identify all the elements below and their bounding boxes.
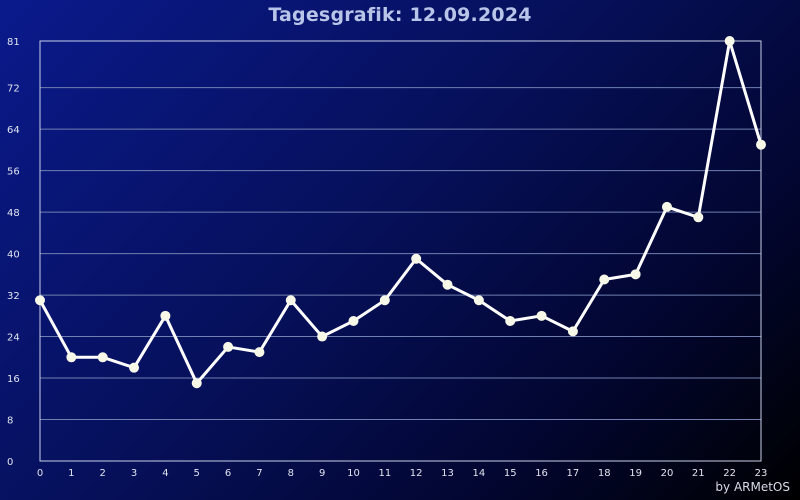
data-point [160, 310, 171, 321]
y-tick-label: 32 [7, 291, 20, 302]
y-tick-label: 64 [7, 125, 20, 136]
data-point [411, 253, 422, 264]
data-point [505, 316, 516, 326]
data-point [661, 201, 672, 212]
y-tick-label: 8 [7, 416, 13, 427]
data-point [223, 341, 234, 352]
x-tick-label: 5 [194, 468, 200, 479]
data-point [97, 352, 108, 363]
series-group [35, 36, 766, 389]
x-tick-labels: 0 1 2 3 4 5 6 7 8 9 10 11 12 13 14 15 16 17 18 19 20 21 22 23 [37, 468, 768, 479]
data-point [254, 347, 265, 358]
data-point [442, 279, 453, 290]
data-point [191, 378, 202, 389]
x-tick-label: 6 [225, 468, 231, 479]
x-tick-label: 20 [661, 468, 674, 479]
data-point [567, 326, 578, 337]
x-tick-label: 21 [692, 468, 705, 479]
x-tick-label: 15 [504, 468, 517, 479]
series-line [38, 39, 763, 385]
x-tick-label: 0 [37, 468, 43, 479]
data-point [630, 269, 641, 280]
x-tick-label: 22 [723, 468, 736, 479]
data-point [317, 331, 328, 342]
data-point [379, 295, 390, 306]
data-point [35, 295, 45, 306]
x-tick-label: 4 [162, 468, 168, 479]
axes [39, 40, 762, 462]
data-point [756, 139, 766, 150]
credit-label: by ARMetOS [715, 480, 790, 494]
x-tick-label: 17 [567, 468, 580, 479]
data-point [129, 362, 140, 373]
x-tick-label: 19 [629, 468, 642, 479]
data-point [66, 352, 77, 363]
x-tick-label: 23 [755, 468, 768, 479]
y-tick-label: 40 [7, 250, 20, 261]
plot-frame [39, 40, 762, 462]
x-tick-label: 7 [256, 468, 262, 479]
data-point [536, 310, 547, 321]
y-tick-label: 16 [7, 374, 20, 385]
grid-lines [40, 87, 761, 421]
data-point [724, 36, 735, 46]
x-tick-label: 14 [473, 468, 486, 479]
x-tick-label: 8 [288, 468, 294, 479]
x-tick-label: 3 [131, 468, 137, 479]
data-point [348, 316, 359, 326]
y-tick-label: 48 [7, 208, 20, 219]
chart-title: Tagesgrafik: 12.09.2024 [268, 4, 532, 26]
x-tick-label: 18 [598, 468, 611, 479]
y-tick-label: 81 [7, 37, 20, 48]
y-tick-label: 0 [7, 457, 13, 468]
y-tick-label: 56 [7, 167, 20, 178]
x-tick-label: 11 [378, 468, 391, 479]
y-tick-label: 24 [7, 333, 20, 344]
data-point [599, 274, 610, 285]
x-tick-label: 10 [347, 468, 360, 479]
x-tick-label: 9 [319, 468, 325, 479]
data-point [693, 212, 704, 223]
x-tick-label: 13 [441, 468, 454, 479]
x-tick-label: 2 [100, 468, 106, 479]
y-tick-labels: 0 8 16 24 32 40 48 56 64 72 81 [7, 37, 20, 468]
data-point [285, 295, 296, 306]
x-tick-label: 1 [68, 468, 74, 479]
data-point [473, 295, 484, 306]
x-tick-label: 12 [410, 468, 423, 479]
y-tick-label: 72 [7, 84, 20, 95]
x-tick-label: 16 [535, 468, 548, 479]
